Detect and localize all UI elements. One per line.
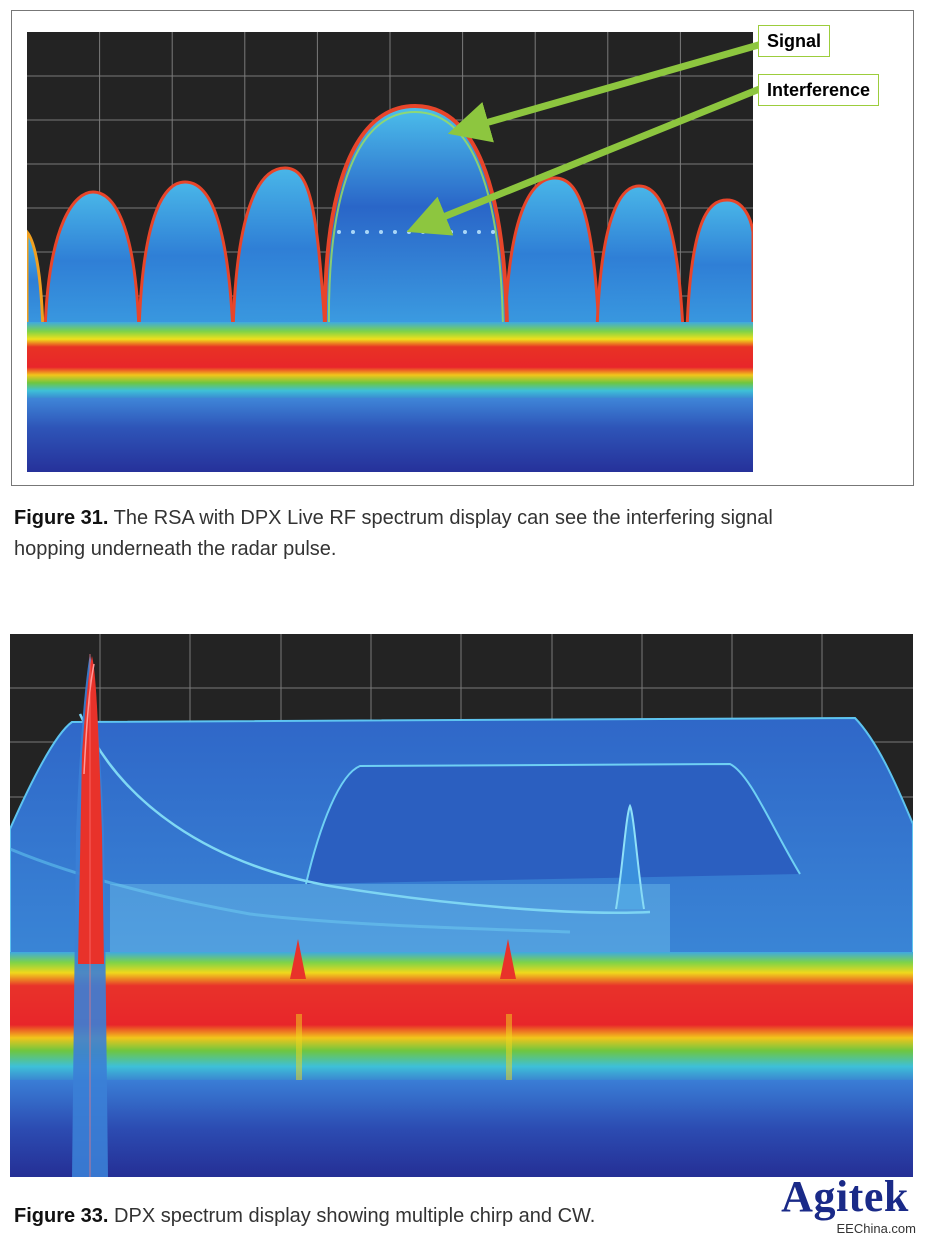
narrow-chirp	[305, 762, 801, 885]
figure-31-caption-line2: hopping underneath the radar pulse.	[14, 538, 337, 560]
figure-33-label: Figure 33.	[14, 1205, 109, 1227]
figure-31-label: Figure 31.	[14, 507, 109, 529]
agitek-logo: Agitek EEChina.com	[770, 1172, 920, 1242]
logo-wordmark: Agitek	[781, 1172, 909, 1221]
figure-31-caption: Figure 31. The RSA with DPX Live RF spec…	[14, 503, 773, 565]
noise-band	[10, 952, 913, 1082]
signal-arrow	[447, 40, 763, 143]
radar-pulse-sidelobes	[27, 166, 753, 332]
signal-haze	[110, 884, 670, 954]
interference-arrow	[406, 84, 764, 236]
band-spurs	[290, 939, 516, 1094]
figure-33-caption: Figure 33. DPX spectrum display showing …	[14, 1201, 595, 1232]
figure-31-arrows	[406, 40, 764, 236]
noise-floor	[10, 1080, 913, 1177]
decay-sweep	[78, 713, 651, 915]
interference-callout: Interference	[758, 74, 880, 106]
noise-band	[27, 322, 753, 400]
noise-floor	[27, 398, 753, 472]
cw-spike-right	[615, 803, 645, 910]
figure-33-spectrum-plot	[10, 634, 913, 1177]
figure-33-caption-text: DPX spectrum display showing multiple ch…	[108, 1205, 596, 1227]
figure-31-spectrum-plot	[27, 32, 753, 472]
signal-callout: Signal	[758, 25, 831, 57]
logo-site: EEChina.com	[836, 1221, 916, 1236]
figure-31-caption-line1: The RSA with DPX Live RF spectrum displa…	[108, 507, 773, 529]
